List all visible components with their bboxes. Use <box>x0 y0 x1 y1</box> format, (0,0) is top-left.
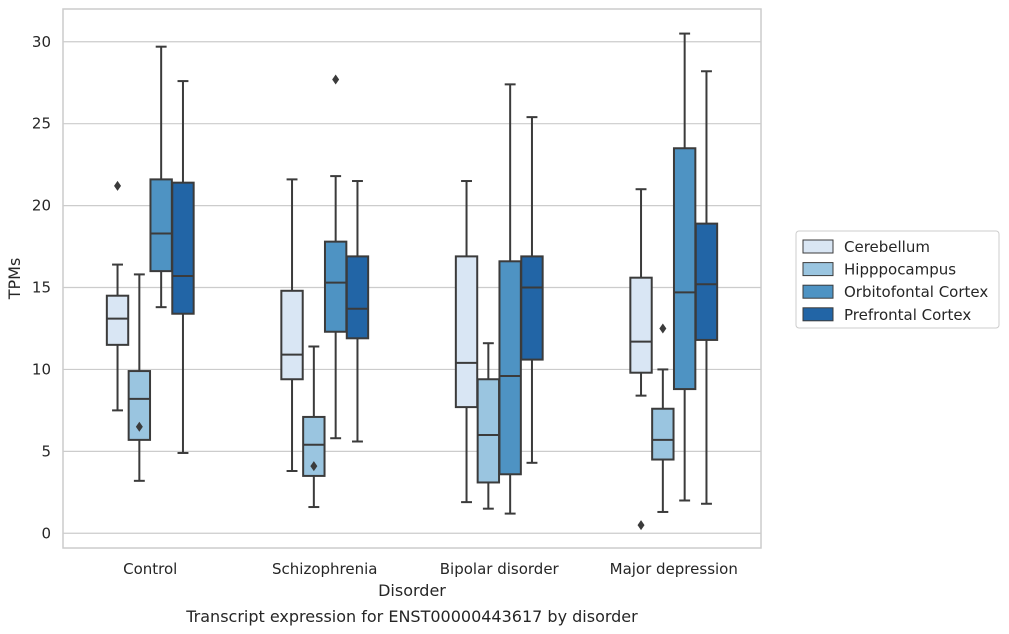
legend-label: Orbitofontal Cortex <box>844 283 988 301</box>
x-tick-label: Major depression <box>610 560 738 578</box>
y-tick-label: 20 <box>32 197 51 215</box>
box-hipppocampus <box>302 345 326 509</box>
x-axis-ticks: Control Schizophrenia Bipolar disorder Majo… <box>123 560 738 578</box>
legend-label: Cerebellum <box>844 238 930 256</box>
legend-label: Hipppocampus <box>844 261 956 279</box>
legend-swatch <box>802 262 834 277</box>
y-tick-label: 0 <box>41 524 51 542</box>
box-body <box>694 222 719 341</box>
box-body <box>520 255 544 361</box>
y-tick-label: 30 <box>32 33 51 51</box>
y-tick-label: 10 <box>32 360 51 378</box>
y-axis-ticks: 0 5 10 15 20 25 30 <box>32 33 51 542</box>
outlier-point <box>114 180 122 191</box>
y-tick-label: 5 <box>41 442 51 460</box>
outlier-point <box>135 421 143 432</box>
legend-swatch <box>802 307 834 322</box>
box-hipppocampus <box>127 273 152 482</box>
box-cerebellum <box>454 180 479 504</box>
box-body <box>302 415 326 477</box>
legend-frame <box>795 230 1000 329</box>
plot-area-frame <box>62 8 762 549</box>
boxes <box>105 32 719 531</box>
box-body <box>127 370 152 441</box>
box-body <box>498 260 522 476</box>
box-prefrontal-cortex <box>345 180 370 443</box>
y-tick-label: 15 <box>32 279 51 297</box>
x-axis-label: Disorder <box>378 581 446 600</box>
box-body <box>171 181 195 315</box>
legend: Cerebellum Hipppocampus Orbitofontal Corte… <box>795 230 1000 329</box>
x-tick-label: Bipolar disorder <box>440 560 560 578</box>
box-body <box>323 240 348 333</box>
legend-label: Prefrontal Cortex <box>844 306 971 324</box>
box-body <box>149 178 173 273</box>
box-body <box>454 255 479 409</box>
box-body <box>345 255 370 340</box>
box-body <box>629 276 653 374</box>
outlier-point <box>659 323 667 334</box>
box-body <box>280 289 304 381</box>
box-hipppocampus <box>476 342 501 510</box>
box-body <box>105 294 130 346</box>
y-tick-label: 25 <box>32 115 51 133</box>
box-orbitofontal-cortex <box>149 45 173 309</box>
chart-caption: Transcript expression for ENST0000044361… <box>185 607 638 626</box>
box-cerebellum <box>280 178 304 472</box>
box-prefrontal-cortex <box>694 70 719 505</box>
box-orbitofontal-cortex <box>498 83 522 515</box>
y-axis-label: TPMs <box>5 258 24 301</box>
box-prefrontal-cortex <box>520 116 544 464</box>
legend-swatch <box>802 284 834 299</box>
box-cerebellum <box>105 180 130 412</box>
x-tick-label: Control <box>123 560 177 578</box>
box-prefrontal-cortex <box>171 80 195 454</box>
outlier-point <box>637 520 645 531</box>
box-orbitofontal-cortex <box>323 74 348 440</box>
legend-swatch <box>802 239 834 254</box>
box-body <box>672 147 697 391</box>
outlier-point <box>310 461 318 472</box>
box-orbitofontal-cortex <box>672 32 697 502</box>
box-body <box>476 378 501 484</box>
box-hipppocampus <box>651 323 675 513</box>
outlier-point <box>332 74 340 85</box>
box-body <box>651 407 675 461</box>
box-cerebellum <box>629 188 653 531</box>
x-tick-label: Schizophrenia <box>272 560 377 578</box>
